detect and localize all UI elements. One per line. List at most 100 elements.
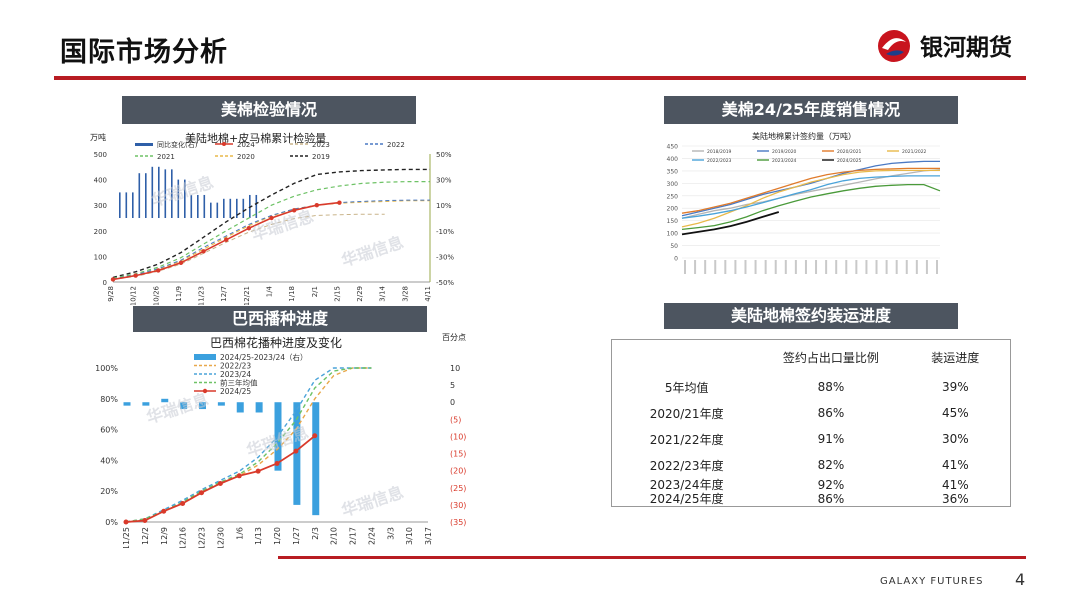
y2-tick-label: -30%: [436, 253, 454, 261]
bar-yoy: [119, 192, 121, 218]
y2-tick-label: 50%: [436, 151, 452, 159]
x-tick-label: 2/15: [333, 286, 341, 302]
legend-label: 2024/25: [220, 387, 251, 396]
bar-yoy: [138, 173, 141, 218]
table-row: 2020/21年度 86% 45%: [612, 400, 1011, 426]
series-line-2023/2024: [681, 183, 941, 231]
x-tick-label: 9/28: [107, 286, 115, 302]
x-tick-label: 10/12: [130, 286, 138, 305]
bar-change: [293, 402, 301, 505]
table-cell: 91%: [817, 432, 845, 446]
header-divider: [54, 76, 1026, 80]
bar-yoy: [158, 166, 160, 218]
y-tick-label: 100: [667, 231, 679, 238]
y-tick-label: 400: [94, 177, 107, 185]
legend-label: 2018/2019: [707, 149, 732, 155]
legend-swatch: [135, 143, 153, 146]
bar-yoy: [145, 173, 147, 218]
table-cell: 39%: [941, 380, 969, 394]
x-tick-label: 3/14: [379, 285, 387, 301]
series-point-2024: [314, 203, 319, 208]
bar-yoy: [197, 194, 199, 218]
table-cell: 2020/21年度: [649, 406, 724, 421]
series-point-2024-25: [293, 448, 299, 454]
legend-label: 2024: [237, 141, 255, 149]
y-tick-label: 0%: [105, 518, 118, 527]
inspection-unit: 万吨: [90, 133, 106, 142]
table-cell: 36%: [941, 491, 969, 506]
x-tick-label: 2/29: [356, 286, 364, 302]
x-tick-label: 3/10: [405, 527, 414, 545]
bar-change: [180, 402, 188, 410]
footer-brand: GALAXY FUTURES: [880, 576, 984, 587]
inspection-chart-title: 美陆地棉+皮马棉累计检验量: [185, 132, 327, 145]
x-tick-label: 2/10: [330, 527, 339, 545]
table-header-cell: 装运进度: [931, 350, 980, 365]
bar-yoy: [229, 198, 232, 218]
y-tick-label: 300: [94, 202, 107, 210]
shipping-table: 签约占出口量比例 装运进度 5年均值 88% 39% 2020/21年度 86% 45% 202…: [611, 339, 1011, 507]
y2-tick-label: -50%: [436, 279, 454, 287]
y2-tick-label: (10): [450, 432, 466, 441]
series-line-2020/2021: [681, 167, 940, 214]
brand-name: 银河期货: [920, 35, 1012, 61]
bar-yoy: [210, 202, 212, 218]
series-point-2024: [156, 268, 161, 273]
legend-label: 2022: [387, 141, 405, 149]
x-tick-label: 3/17: [424, 527, 433, 545]
x-tick-label: 11/25: [122, 527, 131, 548]
bar-yoy: [223, 198, 225, 218]
series-point-2024: [178, 260, 184, 265]
table-cell: 86%: [817, 406, 845, 420]
table-cell: 88%: [817, 380, 845, 394]
legend-label: 2022/23: [220, 362, 251, 371]
legend-label: 2019: [312, 153, 330, 161]
table-cell: 92%: [817, 477, 845, 492]
series-line-2021: [112, 181, 430, 279]
banner-sales: 美棉24/25年度销售情况: [664, 96, 958, 124]
series-point-2024-25: [161, 508, 167, 514]
y-tick-label: 350: [667, 168, 679, 175]
series-point-2024-25: [274, 460, 280, 466]
bar-change: [123, 402, 131, 406]
series-point-2024: [246, 226, 252, 231]
series-point-2024-25: [142, 517, 148, 523]
series-point-2024: [224, 237, 229, 242]
legend-label: 2021: [157, 153, 175, 161]
series-point-2024-25: [236, 473, 242, 479]
y2-tick-label: 5: [450, 381, 455, 390]
x-tick-label: 1/13: [254, 527, 263, 545]
table-cell: 86%: [817, 491, 845, 506]
y-tick-label: 400: [667, 156, 679, 163]
y-tick-label: 250: [667, 193, 679, 200]
y-tick-label: 60%: [100, 426, 118, 435]
table-row: 2023/24年度 92% 41%: [612, 478, 1011, 492]
x-tick-label: 12/30: [216, 527, 225, 548]
page-title: 国际市场分析: [60, 37, 228, 68]
x-tick-label: 12/23: [198, 527, 207, 548]
bar-change: [312, 402, 320, 516]
legend-marker: [222, 142, 226, 146]
y-tick-label: 0: [103, 279, 107, 287]
bar-yoy: [255, 194, 258, 218]
table-cell: 45%: [941, 406, 969, 420]
table-cell: 2024/25年度: [649, 491, 724, 506]
y-tick-label: 500: [94, 151, 107, 159]
table-cell: 2023/24年度: [649, 477, 724, 492]
series-line-2019/2020: [681, 160, 940, 217]
series-point-2024: [269, 215, 274, 221]
table-cell: 41%: [941, 458, 969, 472]
series-point-2024-25: [255, 468, 261, 474]
series-line-2022: [112, 199, 430, 280]
legend-label: 2024/2025: [837, 158, 862, 164]
brazil-unit: 百分点: [442, 333, 466, 342]
legend-marker: [202, 388, 208, 394]
bar-change: [236, 402, 244, 413]
table-cell: 82%: [817, 458, 845, 472]
y-tick-label: 200: [94, 228, 107, 236]
y2-tick-label: (25): [450, 484, 466, 493]
banner-brazil: 巴西播种进度: [133, 306, 427, 332]
y-tick-label: 100: [94, 253, 107, 261]
x-tick-label: 2/1: [311, 286, 319, 297]
table-header-row: 签约占出口量比例 装运进度: [612, 340, 1011, 375]
